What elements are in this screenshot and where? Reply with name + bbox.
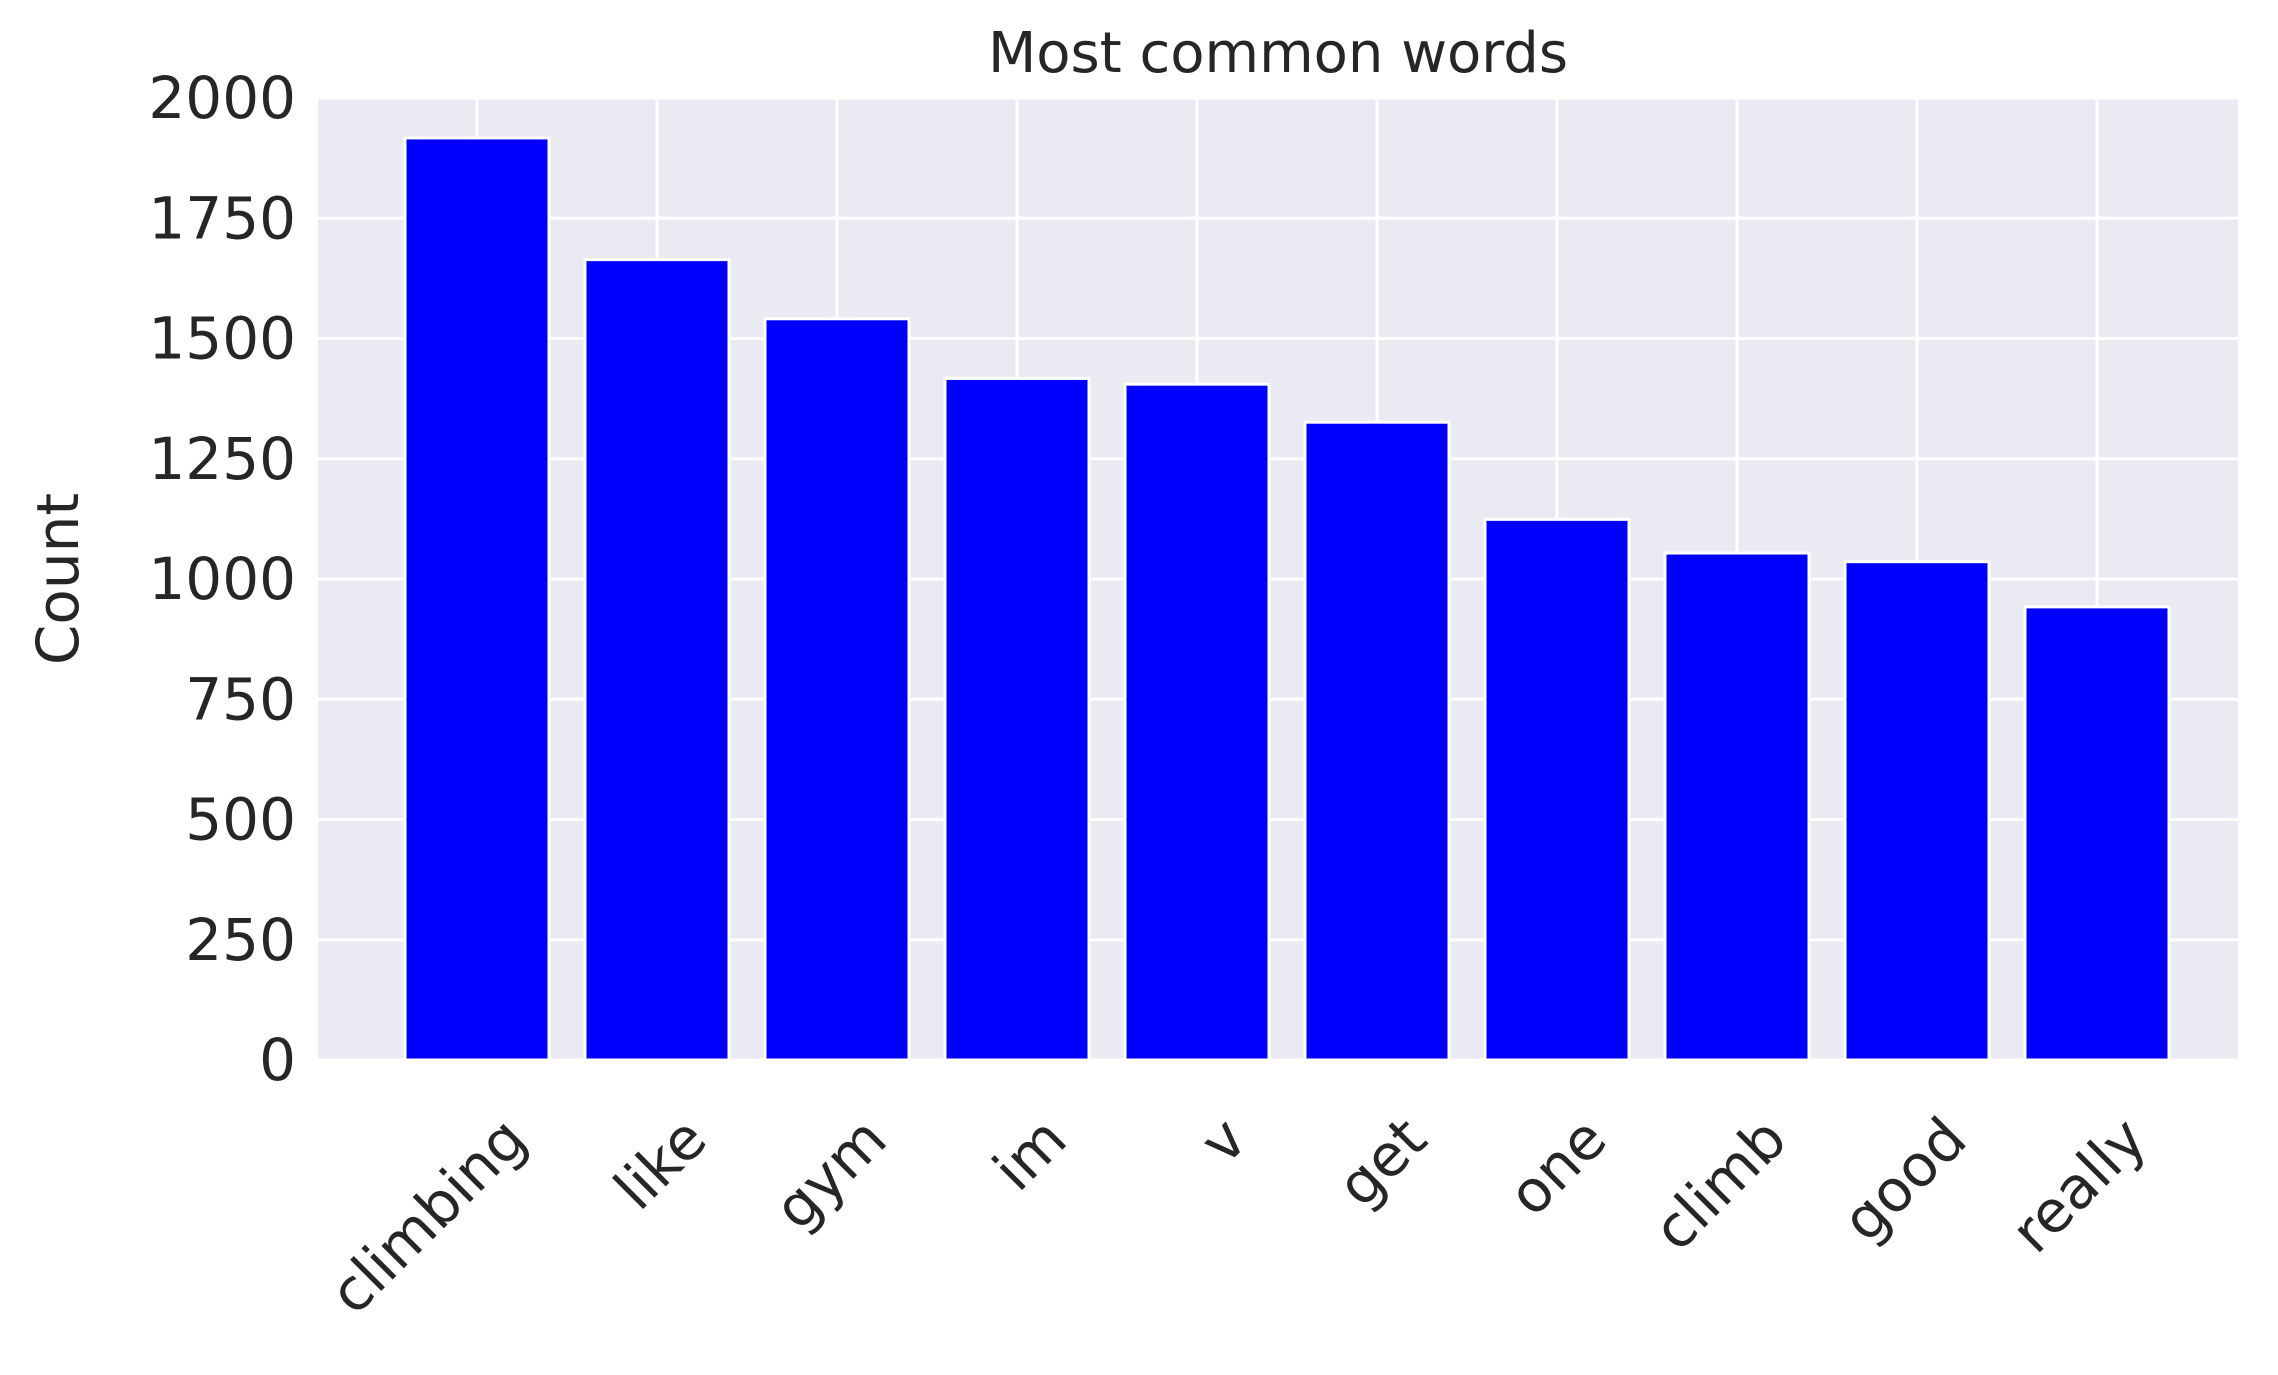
bar [403, 136, 551, 1062]
x-tick-label: climbing [317, 1104, 540, 1327]
bar [1123, 382, 1271, 1062]
x-tick-label: good [1829, 1104, 1979, 1254]
y-tick-label: 0 [259, 1026, 296, 1094]
y-tick-label: 250 [185, 906, 296, 974]
y-axis-label: Count [24, 493, 92, 665]
y-tick-label: 1250 [148, 425, 296, 493]
x-tick-label: really [1998, 1104, 2159, 1265]
chart-title: Most common words [988, 21, 1568, 86]
x-tick-label: get [1324, 1104, 1439, 1219]
bar [1663, 551, 1811, 1062]
x-tick-label: one [1495, 1104, 1619, 1228]
x-axis-ticks: climbing like gym im v get one climb good really [317, 1104, 2160, 1327]
x-tick-label: climb [1640, 1104, 1799, 1263]
x-tick-label: gym [761, 1104, 899, 1242]
y-tick-label: 2000 [148, 64, 296, 132]
y-tick-label: 1000 [148, 545, 296, 613]
bar [583, 258, 731, 1062]
bar [943, 376, 1091, 1062]
y-tick-label: 1500 [148, 305, 296, 373]
bar [763, 317, 911, 1062]
y-tick-label: 500 [185, 786, 296, 854]
bars [403, 136, 2171, 1062]
x-tick-label: like [601, 1104, 719, 1222]
x-tick-label: im [980, 1104, 1079, 1203]
bar [2023, 605, 2171, 1062]
y-tick-label: 1750 [148, 184, 296, 252]
bar [1483, 517, 1631, 1062]
y-tick-label: 750 [185, 665, 296, 733]
y-axis-ticks: 0 250 500 750 1000 1250 1500 1750 2000 [148, 64, 296, 1094]
x-tick-label: v [1187, 1104, 1259, 1176]
bar [1303, 420, 1451, 1062]
bar [1843, 560, 1991, 1062]
